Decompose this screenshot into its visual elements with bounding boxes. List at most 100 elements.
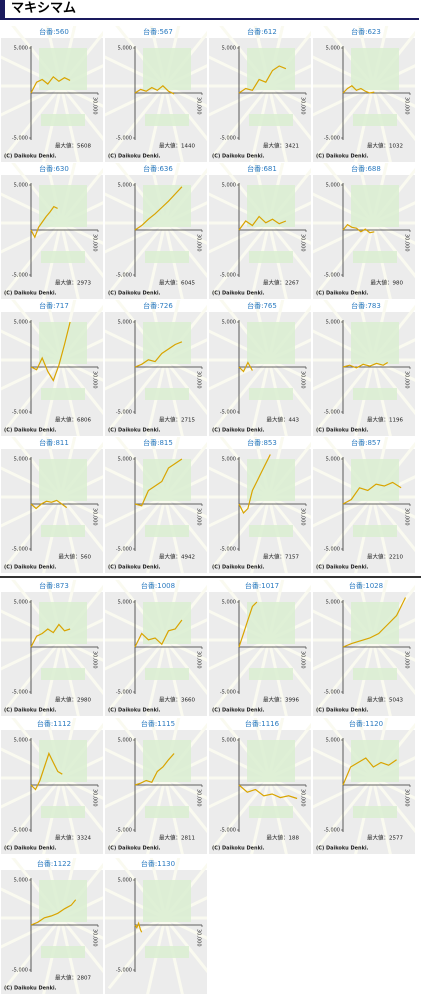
max-label: 最大値：6806 bbox=[55, 416, 91, 424]
ray bbox=[105, 916, 166, 949]
ray bbox=[163, 496, 207, 553]
panel-deco bbox=[143, 322, 191, 364]
max-label: 最大値：6045 bbox=[159, 279, 195, 287]
x-tick-label: 30,000 bbox=[196, 371, 202, 389]
chart-panel: 台番:1120 5,000 -5,000 30,000 最大値：2577 (C) Daik… bbox=[313, 718, 415, 854]
max-label: 最大値：1196 bbox=[367, 416, 403, 424]
separator bbox=[0, 576, 421, 578]
ray bbox=[267, 85, 288, 162]
ray bbox=[107, 496, 167, 569]
ray bbox=[354, 496, 375, 573]
chart-panel: 台番:1112 5,000 -5,000 30,000 最大値：3324 (C) Daik… bbox=[1, 718, 103, 854]
ray bbox=[250, 777, 271, 854]
data-line bbox=[134, 341, 183, 368]
y-tick-label: 5,000 bbox=[118, 457, 132, 463]
y-tick-label: -5,000 bbox=[324, 136, 340, 142]
chart-panel: 台番:717 5,000 -5,000 30,000 最大値：6806 (C) Daiko… bbox=[1, 300, 103, 436]
panel-deco bbox=[351, 602, 399, 644]
chart-panel: 台番:1116 5,000 -5,000 30,000 最大値：188(C) Daiko… bbox=[209, 718, 311, 854]
ray bbox=[315, 359, 375, 432]
ray bbox=[164, 495, 207, 519]
max-label: 最大値：5043 bbox=[367, 696, 403, 704]
ray bbox=[354, 85, 375, 162]
chart-panel: 台番:1115 5,000 -5,000 30,000 最大値：2811 (C) Daik… bbox=[105, 718, 207, 854]
ray bbox=[59, 639, 103, 696]
ray bbox=[146, 496, 167, 573]
max-label: 最大値：7157 bbox=[263, 553, 299, 561]
panel-deco bbox=[353, 388, 397, 400]
chart-title: 台番:623 bbox=[351, 27, 381, 36]
y-tick-label: -5,000 bbox=[12, 273, 28, 279]
chart-title: 台番:1112 bbox=[37, 719, 71, 728]
ray bbox=[315, 85, 375, 158]
x-tick-label: 30,000 bbox=[196, 234, 202, 252]
panel-deco bbox=[145, 114, 189, 126]
max-label: 最大値：2577 bbox=[367, 834, 403, 842]
credit: (C) Daikoku Denki. bbox=[212, 428, 265, 434]
panel-deco bbox=[39, 48, 87, 90]
panel-deco bbox=[39, 322, 87, 364]
y-tick-label: 5,000 bbox=[222, 600, 236, 606]
data-line bbox=[342, 597, 407, 648]
ray bbox=[42, 222, 63, 299]
chart-panel: 台番:681 5,000 -5,000 30,000 最大値：2267 (C) Daiko… bbox=[209, 163, 311, 299]
x-tick-label: 30,000 bbox=[404, 371, 410, 389]
ray bbox=[211, 85, 271, 158]
ray bbox=[107, 639, 167, 712]
panel-deco bbox=[249, 525, 293, 537]
ray bbox=[146, 639, 167, 716]
chart-title: 台番:765 bbox=[247, 301, 277, 310]
panel-deco bbox=[143, 602, 191, 644]
chart-title: 台番:853 bbox=[247, 438, 277, 447]
credit: (C) Daikoku Denki. bbox=[4, 565, 57, 571]
data-line bbox=[30, 205, 58, 239]
ray bbox=[107, 359, 167, 432]
ray bbox=[371, 639, 415, 696]
ray bbox=[371, 85, 392, 162]
chart-title: 台番:612 bbox=[247, 27, 277, 36]
ray bbox=[163, 496, 184, 573]
chart-panel: 台番:1028 5,000 -5,000 30,000 最大値：5043 (C) Daik… bbox=[313, 580, 415, 716]
y-tick-label: -5,000 bbox=[324, 690, 340, 696]
panel-deco bbox=[41, 806, 85, 818]
ray bbox=[250, 222, 271, 299]
y-tick-label: -5,000 bbox=[220, 273, 236, 279]
credit: (C) Daikoku Denki. bbox=[108, 565, 161, 571]
ray bbox=[250, 359, 271, 436]
ray bbox=[209, 358, 270, 391]
chart-panel: 台番:1008 5,000 -5,000 30,000 最大値：3660 (C) Daik… bbox=[105, 580, 207, 716]
data-line bbox=[342, 85, 375, 94]
panel-deco bbox=[145, 388, 189, 400]
ray bbox=[1, 358, 62, 391]
ray bbox=[268, 221, 311, 245]
ray bbox=[105, 638, 166, 671]
ray bbox=[59, 777, 103, 834]
ray bbox=[105, 776, 166, 809]
ray bbox=[267, 777, 311, 834]
chart-title: 台番:717 bbox=[39, 301, 69, 310]
ray bbox=[164, 358, 207, 382]
ray bbox=[1, 495, 62, 528]
y-tick-label: 5,000 bbox=[14, 457, 28, 463]
ray bbox=[163, 85, 207, 142]
x-tick-label: 30,000 bbox=[300, 97, 306, 115]
data-line bbox=[134, 753, 175, 786]
data-line bbox=[134, 458, 183, 507]
credit: (C) Daikoku Denki. bbox=[4, 986, 57, 992]
chart-title: 台番:1120 bbox=[349, 719, 383, 728]
ray bbox=[59, 639, 80, 716]
ray bbox=[372, 776, 415, 800]
ray bbox=[3, 222, 63, 295]
panel-deco bbox=[143, 48, 191, 90]
x-tick-label: 30,000 bbox=[92, 929, 98, 947]
credit: (C) Daikoku Denki. bbox=[316, 565, 369, 571]
ray bbox=[1, 84, 62, 117]
y-tick-label: -5,000 bbox=[324, 273, 340, 279]
ray bbox=[371, 85, 415, 142]
y-tick-label: -5,000 bbox=[220, 410, 236, 416]
chart-title: 台番:1008 bbox=[141, 581, 175, 590]
max-label: 最大値：2980 bbox=[55, 696, 91, 704]
ray bbox=[315, 496, 375, 569]
panel-deco bbox=[249, 668, 293, 680]
ray bbox=[60, 84, 103, 108]
